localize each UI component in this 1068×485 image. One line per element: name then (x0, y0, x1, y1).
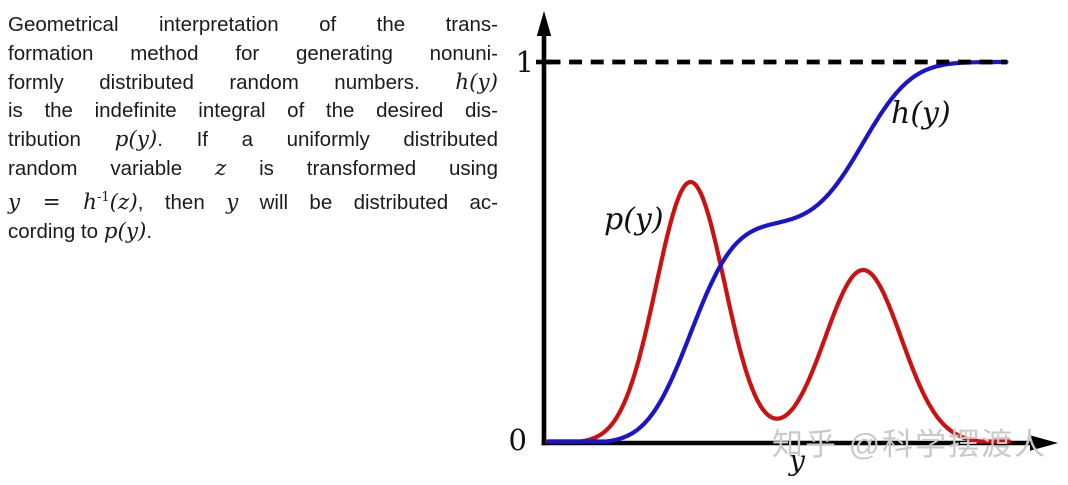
math-inline: z (214, 155, 227, 181)
caption-line: tribution p(y). If a uniformly distribut… (8, 127, 498, 153)
math-inline: h(y) (455, 69, 498, 95)
y-axis-tick-label-0: 0 (508, 423, 527, 457)
math-inline: p(y) (114, 127, 158, 153)
y-axis-tick-label-1: 1 (515, 45, 534, 79)
h-curve-label: h(y) (891, 96, 951, 131)
watermark: 知乎 @科学摆渡人 (772, 427, 1048, 462)
h-cumulative-curve (546, 59, 1009, 444)
p-density-curve (545, 179, 1012, 444)
caption-line: Geometrical interpretation of the trans- (8, 13, 498, 36)
caption-line: random variable z is transformed using (8, 155, 498, 181)
x-axis-arrowhead (1030, 435, 1058, 451)
math-inline: y (226, 189, 239, 215)
caption-line: y = h-1(z), then y will be distributed a… (8, 189, 498, 215)
x-axis-label: y (789, 444, 805, 477)
caption-line: cording to p(y). (8, 218, 153, 244)
p-curve-label: p(y) (604, 202, 664, 237)
caption-line: is the indefinite integral of the desire… (8, 99, 498, 123)
y-axis-arrowhead (536, 11, 552, 36)
math-inline: y = h-1(z) (8, 189, 138, 215)
figure-caption: Geometrical interpretation of the trans-… (8, 11, 498, 247)
caption-line: formation method for generating nonuni- (8, 41, 498, 65)
caption-line: formly distributed random numbers. h(y) (8, 69, 498, 95)
math-inline: p(y) (103, 218, 147, 244)
